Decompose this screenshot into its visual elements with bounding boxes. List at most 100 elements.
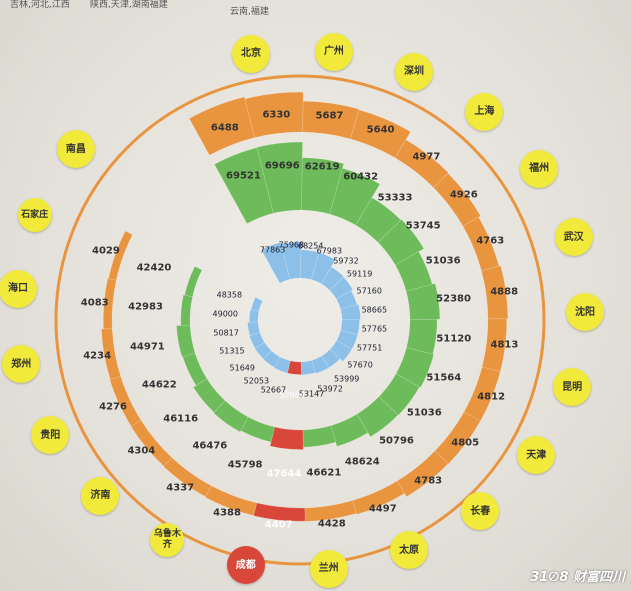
middle_ring-value-label: 51120: [436, 333, 472, 345]
outer_ring-segment: [108, 230, 133, 281]
middle_ring-value-label: 46476: [192, 440, 228, 452]
city-circle: 天津: [517, 436, 556, 475]
city-circle: 深圳: [395, 52, 433, 91]
inner_ring-value-label: 52884: [279, 390, 305, 400]
inner_ring-value-label: 67983: [316, 246, 343, 256]
middle_ring-value-label: 69521: [226, 170, 261, 182]
inner_ring-value-label: 57160: [356, 286, 382, 296]
middle_ring-value-label: 62619: [304, 161, 340, 173]
middle_ring-segment: [192, 378, 226, 413]
city-circle: 昆明: [553, 368, 592, 407]
middle_ring-value-label: 53333: [377, 192, 413, 204]
city-circle: 贵阳: [31, 416, 70, 455]
middle_ring-value-label: 50796: [379, 435, 414, 447]
middle_ring-value-label: 46116: [163, 413, 199, 425]
outer_ring-value-label: 4083: [80, 297, 109, 309]
middle_ring-value-label: 45798: [227, 459, 263, 471]
outer_ring-value-label: 6330: [262, 109, 291, 121]
top-note: 陕西,天津,湖南福建: [90, 0, 168, 10]
city-circle: 上海: [465, 92, 504, 131]
inner_ring-segment: [329, 340, 353, 362]
outer_ring-value-label: 4407: [264, 519, 293, 531]
outer_ring-segment: [352, 480, 405, 515]
middle_ring-segment: [378, 373, 420, 416]
outer_ring-value-label: 4812: [477, 391, 506, 403]
inner_ring-value-label: 53147: [298, 389, 325, 399]
middle_ring-segment: [269, 426, 304, 450]
outer_ring-value-label: 4888: [490, 286, 519, 298]
middle_ring-segment: [355, 197, 402, 243]
inner_ring-value-label: 58665: [361, 305, 388, 315]
city-circle: 太原: [390, 531, 429, 570]
outer_ring-value-label: 5687: [315, 110, 344, 122]
city-circle: 福州: [520, 149, 559, 188]
outer_ring-value-label: 4276: [99, 401, 127, 412]
city-circle: 北京: [232, 34, 270, 73]
city-circle: 沈阳: [565, 293, 604, 332]
outer_ring-value-label: 4805: [451, 437, 480, 449]
outer_ring-segment: [101, 328, 122, 380]
outer_ring-value-label: 4763: [476, 235, 505, 247]
middle_ring-segment: [377, 218, 425, 266]
outer_ring-segment: [304, 500, 357, 522]
outer_ring-value-label: 4783: [414, 475, 443, 487]
watermark: 31∅8 财富四川: [530, 570, 625, 585]
city-circle: 海口: [0, 269, 37, 308]
outer_ring-value-label: 4813: [490, 339, 519, 351]
outer_ring-value-label: 5640: [366, 124, 395, 136]
outer_ring-segment: [109, 375, 142, 427]
inner_ring-segment: [261, 242, 291, 284]
city-circle: 南昌: [56, 130, 95, 169]
outer_ring-value-label: 4388: [213, 507, 241, 519]
city-circle: 济南: [81, 476, 120, 515]
inner_ring-segment: [310, 252, 336, 285]
inner_ring-value-label: 52667: [260, 385, 287, 395]
inner_ring-segment: [329, 276, 354, 300]
middle_ring-value-label: 51036: [406, 407, 442, 419]
inner_ring-segment: [249, 332, 265, 349]
middle_ring-value-label: 47644: [266, 468, 302, 480]
middle_ring-value-label: 60432: [343, 171, 379, 183]
top-note: 云南,福建: [230, 7, 269, 17]
inner_ring-segment: [321, 348, 341, 369]
city-circle: 成都: [226, 546, 265, 585]
middle_ring-segment: [394, 251, 433, 292]
outer_ring-value-label: 4234: [83, 350, 112, 362]
middle_ring-segment: [356, 396, 399, 438]
middle_ring-value-label: 44971: [129, 341, 165, 353]
inner_ring-value-label: 49000: [212, 309, 238, 319]
outer_ring-value-label: 6488: [210, 122, 239, 134]
middle_ring-value-label: 42420: [136, 262, 172, 274]
middle_ring-segment: [180, 294, 193, 326]
inner_ring-value-label: 59732: [333, 256, 359, 266]
city-circle: 长春: [461, 492, 500, 531]
inner_ring-segment: [249, 308, 260, 323]
inner_ring-value-label: 51649: [229, 363, 255, 373]
city-circle: 武汉: [554, 218, 593, 257]
inner_ring-segment: [300, 359, 316, 376]
inner_ring-value-label: 48358: [216, 290, 243, 300]
inner_ring-value-label: 75968: [278, 240, 305, 250]
thin-outer-ring: [54, 74, 546, 566]
inner_ring-segment: [320, 266, 345, 291]
middle_ring-segment: [176, 324, 196, 358]
middle_ring-value-label: 42983: [128, 301, 163, 313]
outer_ring-segment: [394, 139, 449, 189]
middle_ring-segment: [330, 413, 369, 447]
outer_ring-segment: [481, 265, 509, 320]
outer_ring-value-label: 4977: [412, 151, 441, 163]
middle_ring-segment: [213, 400, 249, 433]
middle_ring-value-label: 48624: [344, 456, 380, 468]
middle_ring-segment: [182, 352, 208, 386]
city-circle: 乌鲁木齐: [150, 523, 185, 558]
outer_ring-segment: [433, 172, 481, 227]
middle_ring-value-label: 51564: [426, 372, 462, 384]
inner_ring-segment: [340, 303, 361, 321]
inner_ring-segment: [247, 321, 261, 337]
top-note: 吉林,河北,江西: [10, 0, 70, 10]
outer_ring-value-label: 4029: [92, 245, 120, 257]
city-circle: 石家庄: [17, 198, 52, 233]
inner_ring-value-label: 51315: [219, 346, 245, 356]
outer_ring-segment: [253, 502, 306, 522]
middle_ring-segment: [240, 416, 275, 443]
